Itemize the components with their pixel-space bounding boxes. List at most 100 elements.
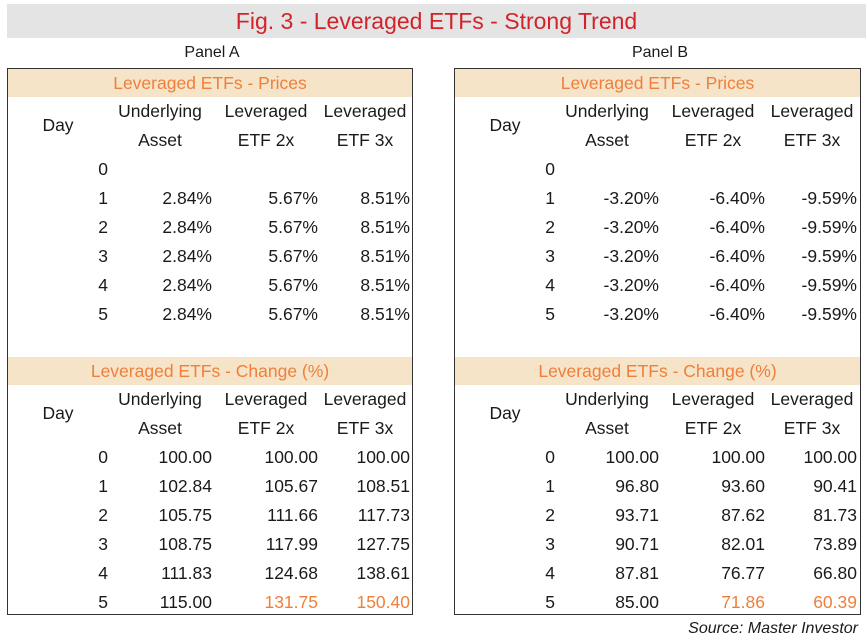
cell-a: 85.00 — [615, 592, 659, 612]
row-day: 0 — [98, 447, 108, 467]
cell-a: 2.84% — [162, 188, 212, 208]
cell-b: 100.00 — [711, 447, 765, 467]
col2-header-line2: ETF 2x — [684, 130, 742, 150]
cell-a: -3.20% — [603, 246, 659, 266]
cell-b: -6.40% — [709, 188, 765, 208]
cell-b: 117.99 — [265, 534, 318, 554]
col3-header-line1: Leveraged — [770, 389, 854, 409]
cell-c: -9.59% — [801, 217, 857, 237]
cell-c — [767, 155, 857, 184]
row-day: 3 — [545, 246, 555, 266]
col2-header-line2: ETF 2x — [684, 418, 742, 438]
col1-header-line2: Asset — [585, 130, 629, 150]
col-header-day: Day — [489, 115, 521, 135]
cell-a: 87.81 — [615, 563, 659, 583]
cell-a: -3.20% — [603, 304, 659, 324]
cell-c: -9.59% — [801, 304, 857, 324]
col2-header-line2: ETF 2x — [237, 418, 295, 438]
col1-header-line2: Asset — [138, 130, 182, 150]
row-day: 2 — [545, 217, 555, 237]
col-header-day: Day — [42, 403, 74, 423]
cell-c: -9.59% — [801, 188, 857, 208]
row-day: 2 — [545, 505, 555, 525]
row-day: 0 — [545, 159, 555, 179]
row-day: 4 — [98, 563, 108, 583]
cell-b: 82.01 — [721, 534, 765, 554]
col2-header-line2: ETF 2x — [237, 130, 295, 150]
cell-c: 100.00 — [803, 447, 857, 467]
cell-a: -3.20% — [603, 275, 659, 295]
cell-b: 5.67% — [268, 275, 318, 295]
col2-header-line1: Leveraged — [671, 389, 755, 409]
cell-b: 5.67% — [268, 304, 318, 324]
row-day: 1 — [545, 188, 555, 208]
cell-c: 138.61 — [356, 563, 410, 583]
col3-header-line1: Leveraged — [323, 101, 407, 121]
cell-c: 8.51% — [360, 188, 410, 208]
prices-section-header: Leveraged ETFs - Prices — [8, 69, 412, 97]
row-day: 0 — [98, 159, 108, 179]
title-bar: Fig. 3 - Leveraged ETFs - Strong Trend — [7, 4, 866, 38]
cell-b: 124.68 — [264, 563, 318, 583]
change-section-header: Leveraged ETFs - Change (%) — [455, 357, 860, 385]
col3-header-line2: ETF 3x — [783, 418, 841, 438]
cell-c: 73.89 — [813, 534, 857, 554]
row-day: 3 — [98, 534, 108, 554]
col2-header-line1: Leveraged — [224, 101, 308, 121]
cell-b: -6.40% — [709, 304, 765, 324]
cell-b: 5.67% — [268, 188, 318, 208]
cell-b — [667, 155, 765, 184]
cell-b: 76.77 — [721, 563, 765, 583]
cell-a: 115.00 — [159, 592, 212, 612]
cell-b: 131.75 — [264, 592, 318, 612]
cell-c: -9.59% — [801, 275, 857, 295]
change-section-header: Leveraged ETFs - Change (%) — [8, 357, 412, 385]
col3-header-line1: Leveraged — [770, 101, 854, 121]
cell-c: 90.41 — [813, 476, 857, 496]
cell-a: 90.71 — [615, 534, 659, 554]
col3-header-line1: Leveraged — [323, 389, 407, 409]
cell-c: -9.59% — [801, 246, 857, 266]
row-day: 1 — [545, 476, 555, 496]
col1-header-line1: Underlying — [118, 389, 202, 409]
row-day: 5 — [98, 592, 108, 612]
panel-b-table: Leveraged ETFs - Prices Day Underlying Asse… — [454, 68, 861, 615]
col-header-day: Day — [489, 403, 521, 423]
col1-header-line1: Underlying — [118, 101, 202, 121]
source-note: Source: Master Investor — [688, 620, 858, 637]
row-day: 1 — [98, 476, 108, 496]
cell-a: -3.20% — [603, 217, 659, 237]
cell-b: 5.67% — [268, 217, 318, 237]
cell-b: 5.67% — [268, 246, 318, 266]
row-day: 3 — [98, 246, 108, 266]
cell-c: 8.51% — [360, 217, 410, 237]
cell-a: 2.84% — [162, 304, 212, 324]
cell-a — [108, 155, 212, 184]
cell-a: 108.75 — [158, 534, 212, 554]
cell-c: 127.75 — [356, 534, 410, 554]
row-day: 4 — [545, 275, 555, 295]
cell-c: 81.73 — [813, 505, 857, 525]
cell-b: -6.40% — [709, 246, 765, 266]
row-day: 3 — [545, 534, 555, 554]
cell-a: 105.75 — [158, 505, 212, 525]
cell-c: 108.51 — [356, 476, 410, 496]
cell-b: 111.66 — [267, 505, 318, 525]
row-day: 0 — [545, 447, 555, 467]
col3-header-line2: ETF 3x — [336, 418, 394, 438]
cell-c: 150.40 — [356, 592, 410, 612]
cell-b: -6.40% — [709, 275, 765, 295]
col2-header-line1: Leveraged — [671, 101, 755, 121]
cell-a — [555, 155, 659, 184]
cell-c: 117.73 — [357, 505, 410, 525]
cell-b — [220, 155, 318, 184]
cell-a: 96.80 — [615, 476, 659, 496]
col3-header-line2: ETF 3x — [336, 130, 394, 150]
cell-a: -3.20% — [603, 188, 659, 208]
cell-c: 66.80 — [813, 563, 857, 583]
cell-c: 8.51% — [360, 304, 410, 324]
cell-b: -6.40% — [709, 217, 765, 237]
row-day: 2 — [98, 217, 108, 237]
panel-a-label: Panel A — [184, 44, 240, 61]
cell-c: 8.51% — [360, 275, 410, 295]
